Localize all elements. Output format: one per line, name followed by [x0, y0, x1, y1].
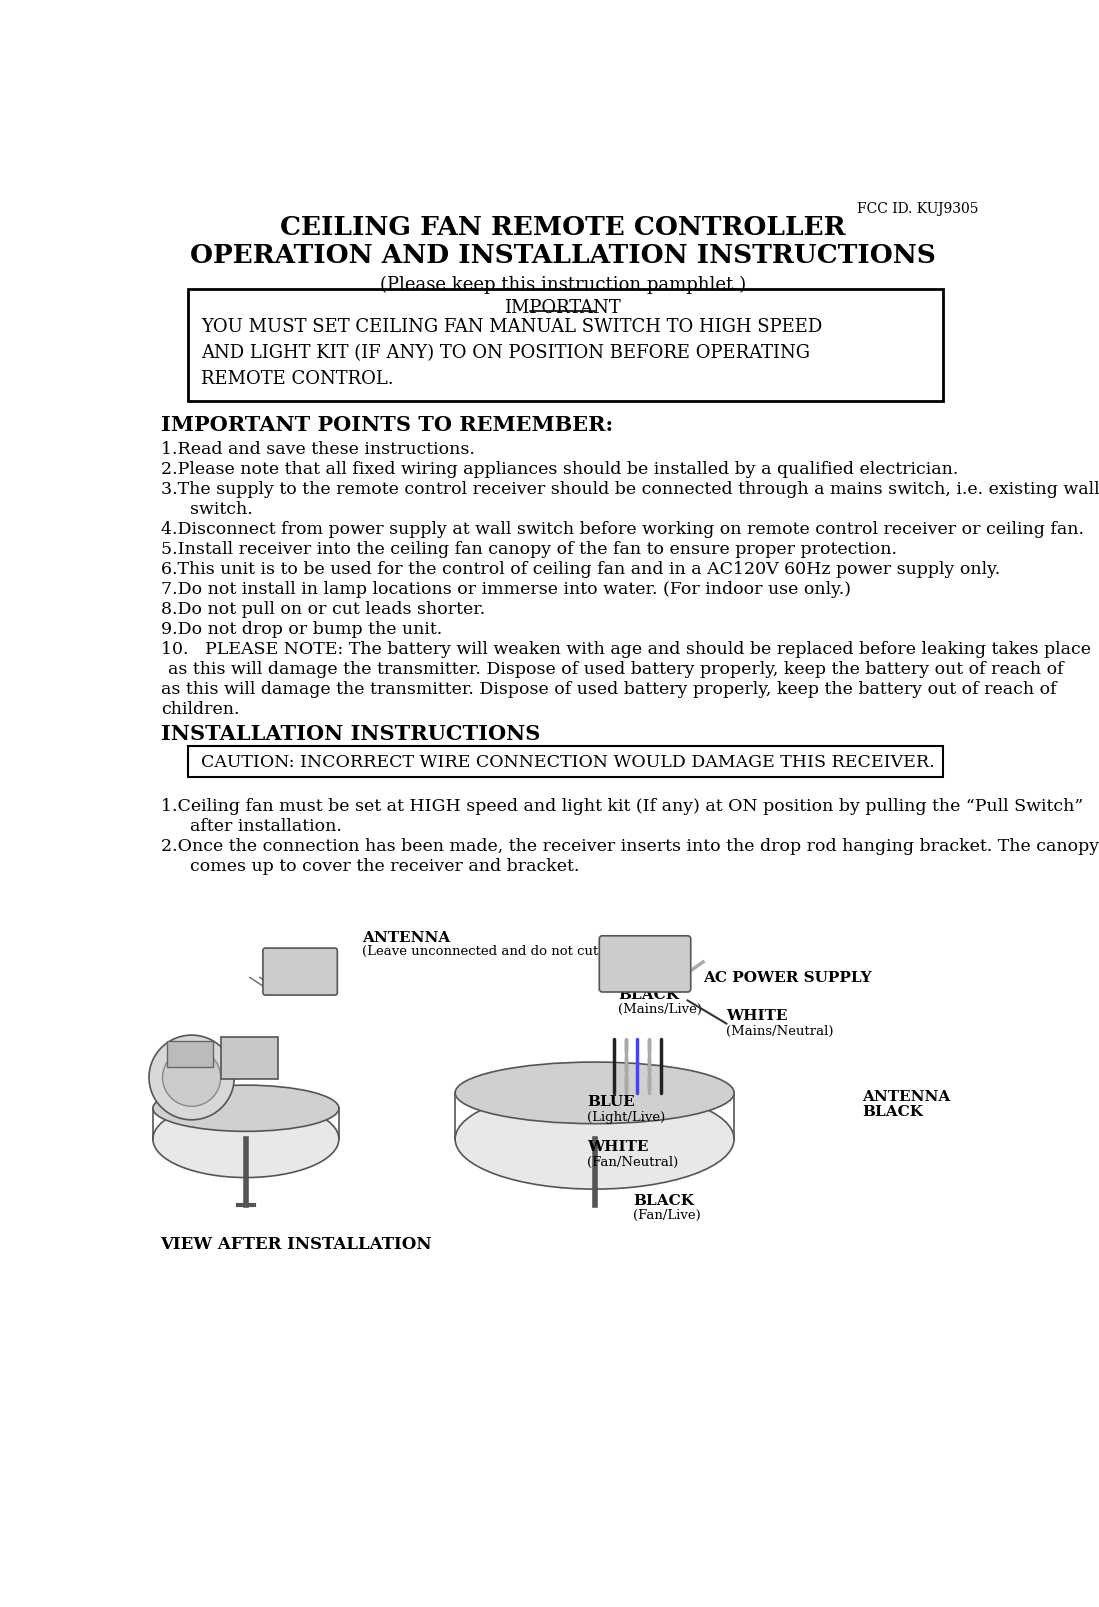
Text: IMPORTANT: IMPORTANT	[504, 299, 621, 317]
Text: BLUE: BLUE	[587, 1094, 634, 1109]
FancyBboxPatch shape	[221, 1038, 278, 1080]
Text: BLACK: BLACK	[862, 1104, 923, 1118]
Text: 4.Disconnect from power supply at wall switch before working on remote control r: 4.Disconnect from power supply at wall s…	[160, 521, 1084, 538]
Text: switch.: switch.	[168, 501, 253, 517]
Text: (Fan/Neutral): (Fan/Neutral)	[587, 1155, 678, 1168]
Text: REMOTE CONTROL.: REMOTE CONTROL.	[201, 370, 393, 387]
Text: 8.Do not pull on or cut leads shorter.: 8.Do not pull on or cut leads shorter.	[160, 601, 485, 617]
Text: (Fan/Live): (Fan/Live)	[633, 1208, 701, 1221]
Bar	[188, 289, 943, 402]
Text: (Mains/Neutral): (Mains/Neutral)	[726, 1024, 834, 1037]
Text: WHITE: WHITE	[726, 1009, 788, 1022]
Text: (Light/Live): (Light/Live)	[587, 1110, 665, 1123]
Ellipse shape	[455, 1062, 734, 1123]
Text: ANTENNA: ANTENNA	[862, 1090, 951, 1104]
Text: (Please keep this instruction pamphlet.): (Please keep this instruction pamphlet.)	[380, 276, 746, 294]
Text: as this will damage the transmitter. Dispose of used battery properly, keep the : as this will damage the transmitter. Dis…	[160, 681, 1056, 697]
Text: 9.Do not drop or bump the unit.: 9.Do not drop or bump the unit.	[160, 620, 442, 638]
Text: 1.Read and save these instructions.: 1.Read and save these instructions.	[160, 440, 475, 458]
Text: 6.This unit is to be used for the control of ceiling fan and in a AC120V 60Hz po: 6.This unit is to be used for the contro…	[160, 561, 1000, 577]
Text: OPERATION AND INSTALLATION INSTRUCTIONS: OPERATION AND INSTALLATION INSTRUCTIONS	[190, 243, 935, 268]
Text: IMPORTANT POINTS TO REMEMBER:: IMPORTANT POINTS TO REMEMBER:	[160, 415, 613, 434]
Text: CAUTION: INCORRECT WIRE CONNECTION WOULD DAMAGE THIS RECEIVER.: CAUTION: INCORRECT WIRE CONNECTION WOULD…	[201, 754, 934, 770]
Text: (Leave unconnected and do not cut): (Leave unconnected and do not cut)	[363, 945, 603, 958]
Ellipse shape	[149, 1035, 234, 1120]
Text: INSTALLATION INSTRUCTIONS: INSTALLATION INSTRUCTIONS	[160, 723, 540, 744]
Ellipse shape	[163, 1049, 221, 1107]
Text: 10.   PLEASE NOTE: The battery will weaken with age and should be replaced befor: 10. PLEASE NOTE: The battery will weaken…	[160, 641, 1090, 657]
Ellipse shape	[153, 1085, 338, 1131]
Text: 3.The supply to the remote control receiver should be connected through a mains : 3.The supply to the remote control recei…	[160, 480, 1099, 498]
Text: YOU MUST SET CEILING FAN MANUAL SWITCH TO HIGH SPEED: YOU MUST SET CEILING FAN MANUAL SWITCH T…	[201, 318, 822, 336]
Text: comes up to cover the receiver and bracket.: comes up to cover the receiver and brack…	[168, 858, 580, 874]
Ellipse shape	[153, 1101, 338, 1178]
Text: 5.Install receiver into the ceiling fan canopy of the fan to ensure proper prote: 5.Install receiver into the ceiling fan …	[160, 540, 897, 558]
Bar	[188, 747, 943, 778]
Text: children.: children.	[160, 701, 240, 718]
Text: BLACK: BLACK	[633, 1194, 695, 1207]
Text: VIEW AFTER INSTALLATION: VIEW AFTER INSTALLATION	[160, 1236, 432, 1252]
Text: CEILING FAN REMOTE CONTROLLER: CEILING FAN REMOTE CONTROLLER	[280, 214, 845, 239]
Text: ANTENNA: ANTENNA	[363, 930, 451, 943]
Text: after installation.: after installation.	[168, 818, 342, 834]
Text: 1.Ceiling fan must be set at HIGH speed and light kit (If any) at ON position by: 1.Ceiling fan must be set at HIGH speed …	[160, 797, 1083, 815]
Text: (Mains/Live): (Mains/Live)	[618, 1003, 702, 1016]
Text: as this will damage the transmitter. Dispose of used battery properly, keep the : as this will damage the transmitter. Dis…	[168, 660, 1064, 678]
Text: FCC ID. KUJ9305: FCC ID. KUJ9305	[857, 202, 978, 215]
Text: 2.Once the connection has been made, the receiver inserts into the drop rod hang: 2.Once the connection has been made, the…	[160, 837, 1099, 855]
Text: 7.Do not install in lamp locations or immerse into water. (For indoor use only.): 7.Do not install in lamp locations or im…	[160, 580, 851, 598]
Ellipse shape	[455, 1090, 734, 1189]
Text: BLACK: BLACK	[618, 987, 679, 1001]
Text: WHITE: WHITE	[587, 1139, 648, 1154]
FancyBboxPatch shape	[167, 1041, 212, 1067]
Text: 2.Please note that all fixed wiring appliances should be installed by a qualifie: 2.Please note that all fixed wiring appl…	[160, 461, 958, 477]
FancyBboxPatch shape	[599, 937, 691, 993]
Text: AC POWER SUPPLY: AC POWER SUPPLY	[703, 971, 872, 983]
Text: AND LIGHT KIT (IF ANY) TO ON POSITION BEFORE OPERATING: AND LIGHT KIT (IF ANY) TO ON POSITION BE…	[201, 344, 810, 362]
FancyBboxPatch shape	[263, 948, 337, 995]
